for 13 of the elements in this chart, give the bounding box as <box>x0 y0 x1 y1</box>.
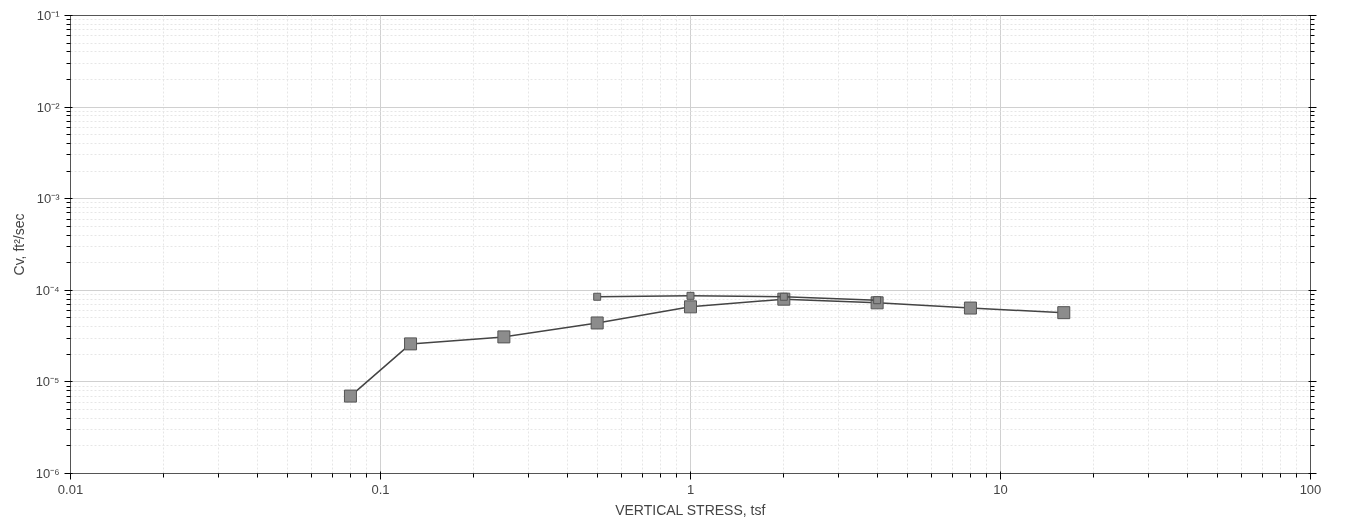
y-tick-label: 10⁻⁵ <box>35 374 60 390</box>
y-tick-label: 10⁻³ <box>36 191 61 207</box>
x-tick-label: 0.01 <box>57 481 84 497</box>
x-tick-label: 100 <box>1299 481 1322 497</box>
y-tick-label: 10⁻¹ <box>36 8 61 23</box>
y-tick-label: 10⁻⁶ <box>35 466 60 481</box>
x-axis-title: VERTICAL STRESS, tsf <box>615 501 766 518</box>
x-tick-label: 0.1 <box>371 481 390 497</box>
x-tick-label: 10 <box>993 481 1008 497</box>
y-axis-title: Cv, ft²/sec <box>11 213 28 276</box>
x-tick-label: 1 <box>686 481 695 497</box>
y-tick-label: 10⁻⁴ <box>35 282 60 298</box>
y-tick-label: 10⁻² <box>36 99 61 115</box>
